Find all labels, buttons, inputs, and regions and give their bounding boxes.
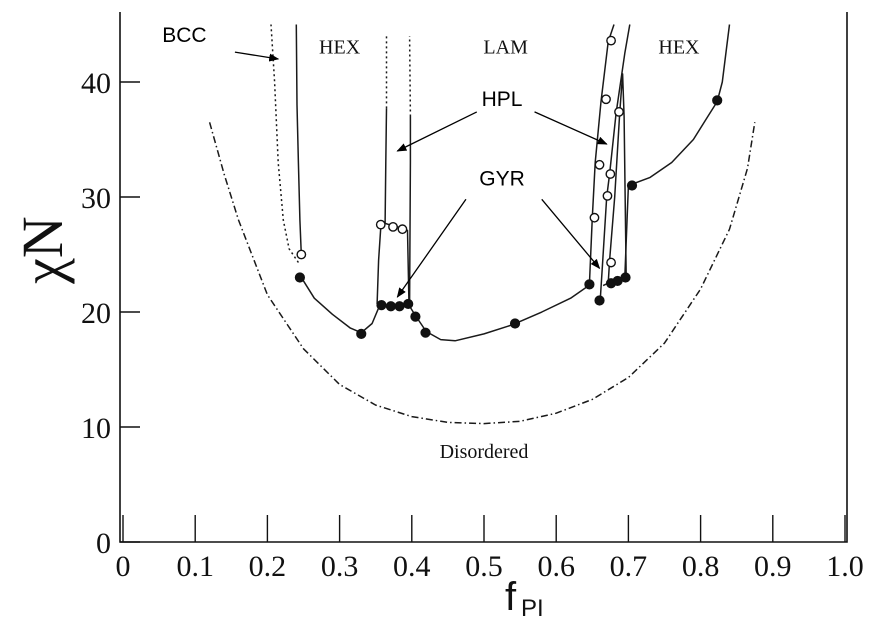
phase-boundary-7 (408, 116, 412, 303)
phase-boundary-1 (602, 24, 731, 287)
x-tick-label: 1.0 (826, 550, 864, 583)
y-tick-label: 20 (81, 297, 111, 330)
open-marker (606, 35, 616, 46)
filled-marker (620, 272, 631, 283)
open-marker (601, 94, 611, 105)
x-axis-label: f (505, 575, 517, 619)
y-axis-label: χN (10, 216, 75, 285)
phase-boundary-2 (295, 24, 303, 255)
annotation-label: HPL (482, 88, 523, 111)
phase-boundary-0 (299, 274, 590, 342)
x-tick-label: 0.8 (682, 550, 720, 583)
filled-marker (420, 327, 431, 338)
filled-marker (403, 298, 414, 310)
filled-marker (509, 318, 521, 329)
filled-marker (385, 301, 396, 312)
x-tick-label: 0.9 (754, 550, 792, 583)
open-marker (614, 107, 624, 117)
phase-boundary-12 (208, 122, 756, 425)
open-marker (388, 221, 398, 232)
y-tick-label: 0 (96, 527, 111, 560)
annotation-label: BCC (162, 24, 206, 47)
y-tick-label: 10 (81, 412, 111, 445)
open-marker (296, 249, 307, 260)
x-tick-label: 0.4 (393, 550, 431, 583)
open-marker (606, 257, 616, 268)
annotation-arrow (541, 198, 601, 270)
open-marker (605, 169, 616, 179)
filled-marker (356, 328, 367, 339)
annotation-arrow (234, 51, 280, 62)
x-tick-label: 0.5 (465, 550, 503, 583)
region-label: LAM (483, 36, 528, 58)
filled-marker (410, 311, 421, 322)
x-tick-label: 0 (116, 550, 131, 583)
filled-marker (594, 295, 605, 306)
annotation-arrow (396, 111, 478, 152)
filled-marker (584, 279, 595, 290)
phase-boundary-5 (384, 108, 388, 224)
open-marker (589, 212, 600, 223)
open-marker (375, 219, 386, 230)
annotation-arrow (396, 198, 467, 298)
phase-boundary-8 (408, 35, 412, 117)
y-tick-label: 40 (81, 67, 111, 100)
region-label: HEX (319, 36, 361, 58)
x-tick-label: 0.7 (610, 550, 648, 583)
region-label: HEX (658, 36, 700, 58)
filled-marker (376, 300, 387, 311)
x-tick-label: 0.1 (176, 550, 214, 583)
filled-marker (626, 180, 638, 191)
phase-boundary-4 (376, 222, 410, 305)
y-tick-label: 30 (81, 182, 111, 215)
annotation-label: GYR (479, 168, 525, 191)
filled-marker (294, 272, 305, 283)
filled-marker (712, 95, 723, 106)
open-marker (594, 159, 605, 170)
filled-marker (394, 301, 405, 312)
x-axis-label-subscript: PI (521, 595, 544, 622)
x-tick-label: 0.6 (537, 550, 575, 583)
open-marker (397, 224, 408, 235)
phase-boundary-3 (270, 24, 300, 263)
region-label: Disordered (440, 441, 529, 463)
open-marker (602, 190, 613, 201)
x-tick-label: 0.2 (249, 550, 287, 583)
x-tick-label: 0.3 (321, 550, 359, 583)
annotation-arrow (534, 111, 608, 145)
